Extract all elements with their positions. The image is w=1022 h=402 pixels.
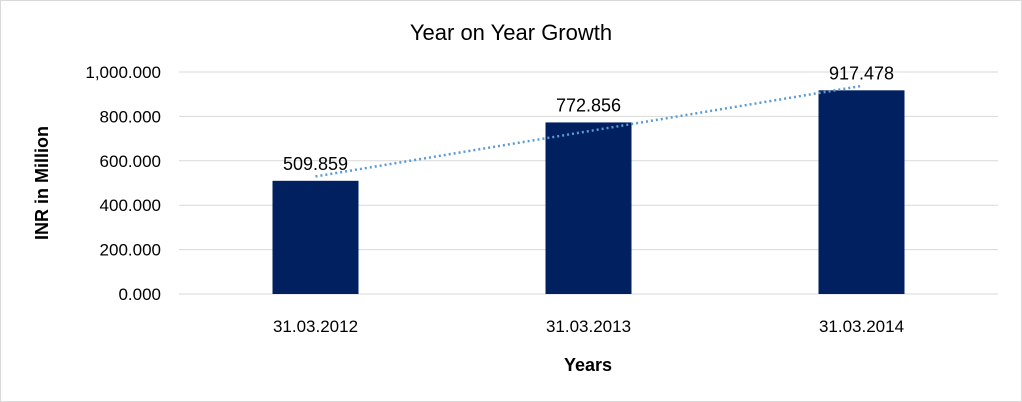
data-label: 772.856 [556,95,621,115]
y-tick-label: 800.000 [100,107,161,126]
x-tick-label: 31.03.2013 [546,317,631,336]
y-axis-title: INR in Million [32,126,52,240]
bars [272,90,905,294]
bar [272,180,359,294]
bar [545,122,632,294]
x-tick-label: 31.03.2014 [819,317,904,336]
y-axis-ticks: 0.000 200.000 400.000 600.000 800.000 1,000.0… [85,63,161,304]
data-labels: 509.859 772.856 917.478 [283,63,894,173]
y-tick-label: 1,000.000 [85,63,161,82]
x-axis-title: Years [564,355,612,375]
x-axis-ticks: 31.03.2012 31.03.2013 31.03.2014 [273,317,904,336]
y-tick-label: 600.000 [100,152,161,171]
bar [818,90,905,294]
chart-title: Year on Year Growth [410,20,612,45]
data-label: 917.478 [829,63,894,83]
data-label: 509.859 [283,154,348,174]
trendline [315,84,862,178]
y-tick-label: 200.000 [100,241,161,260]
x-tick-label: 31.03.2012 [273,317,358,336]
y-tick-label: 400.000 [100,196,161,215]
y-tick-label: 0.000 [118,285,161,304]
trendline-layer [315,84,862,178]
